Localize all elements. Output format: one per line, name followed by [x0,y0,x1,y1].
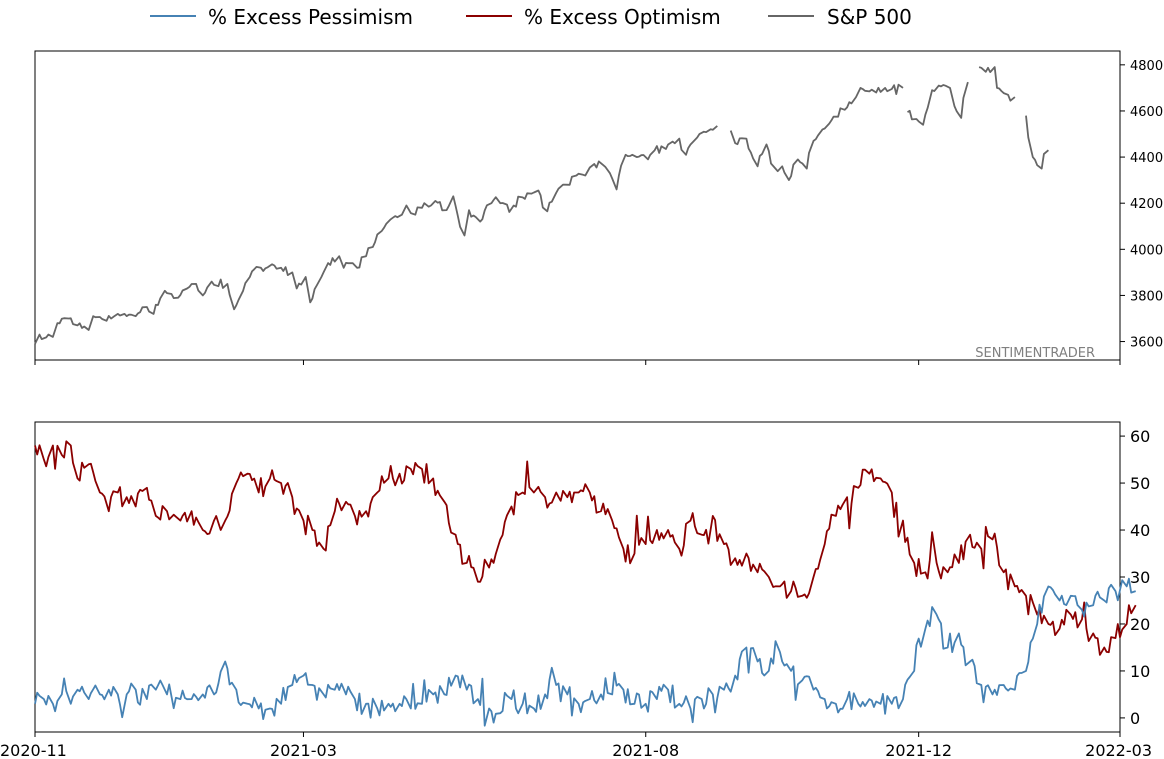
bottom-y-axis: 0 10 20 30 40 50 60 [1120,427,1150,728]
bottom-y-tick-label: 30 [1130,568,1150,587]
bottom-x-tick-label: 2021-03 [270,741,337,759]
top-y-axis: 3600 3800 4000 4200 4400 4600 4800 [1120,59,1163,351]
top-plot-frame [34,50,1121,361]
bottom-x-tick-label: 2022-03 [1085,741,1152,759]
optimism-line [34,440,1137,656]
legend-label-sp500: S&P 500 [827,5,912,29]
bottom-y-tick-label: 40 [1130,521,1150,540]
bottom-y-tick-label: 0 [1130,709,1140,728]
bottom-x-tick-label: 2021-12 [885,741,952,759]
bottom-x-tick-label: 2020-11 [0,741,67,759]
top-y-tick-label: 4200 [1130,197,1163,212]
top-y-tick-label: 3600 [1130,336,1163,351]
legend-label-pessimism: % Excess Pessimism [208,5,413,29]
top-panel: 3600 3800 4000 4200 4400 4600 4800 SENTIMENTRA… [34,50,1163,365]
bottom-plot-frame [34,421,1121,733]
top-y-tick-label: 3800 [1130,289,1163,304]
bottom-series [34,440,1137,727]
bottom-y-tick-label: 50 [1130,474,1150,493]
top-y-tick-label: 4600 [1130,105,1163,120]
watermark: SENTIMENTRADER [975,346,1095,361]
legend-label-optimism: % Excess Optimism [524,5,721,29]
top-y-tick-label: 4800 [1130,59,1163,74]
bottom-x-tick-label: 2021-08 [612,741,679,759]
top-y-tick-label: 4000 [1130,243,1163,258]
top-x-axis [34,360,1121,365]
bottom-panel: 0 10 20 30 40 50 60 2020-11 2021-03 2021-08 2021-… [0,421,1152,759]
sp500-line [34,66,1049,345]
bottom-y-tick-label: 20 [1130,615,1150,634]
bottom-x-axis: 2020-11 2021-03 2021-08 2021-12 2022-03 [0,732,1152,759]
pessimism-line [34,577,1136,727]
top-y-tick-label: 4400 [1130,151,1163,166]
legend: % Excess Pessimism % Excess Optimism S&P… [150,5,912,29]
bottom-y-tick-label: 10 [1130,662,1150,681]
bottom-y-tick-label: 60 [1130,427,1150,446]
top-series [34,66,1049,345]
